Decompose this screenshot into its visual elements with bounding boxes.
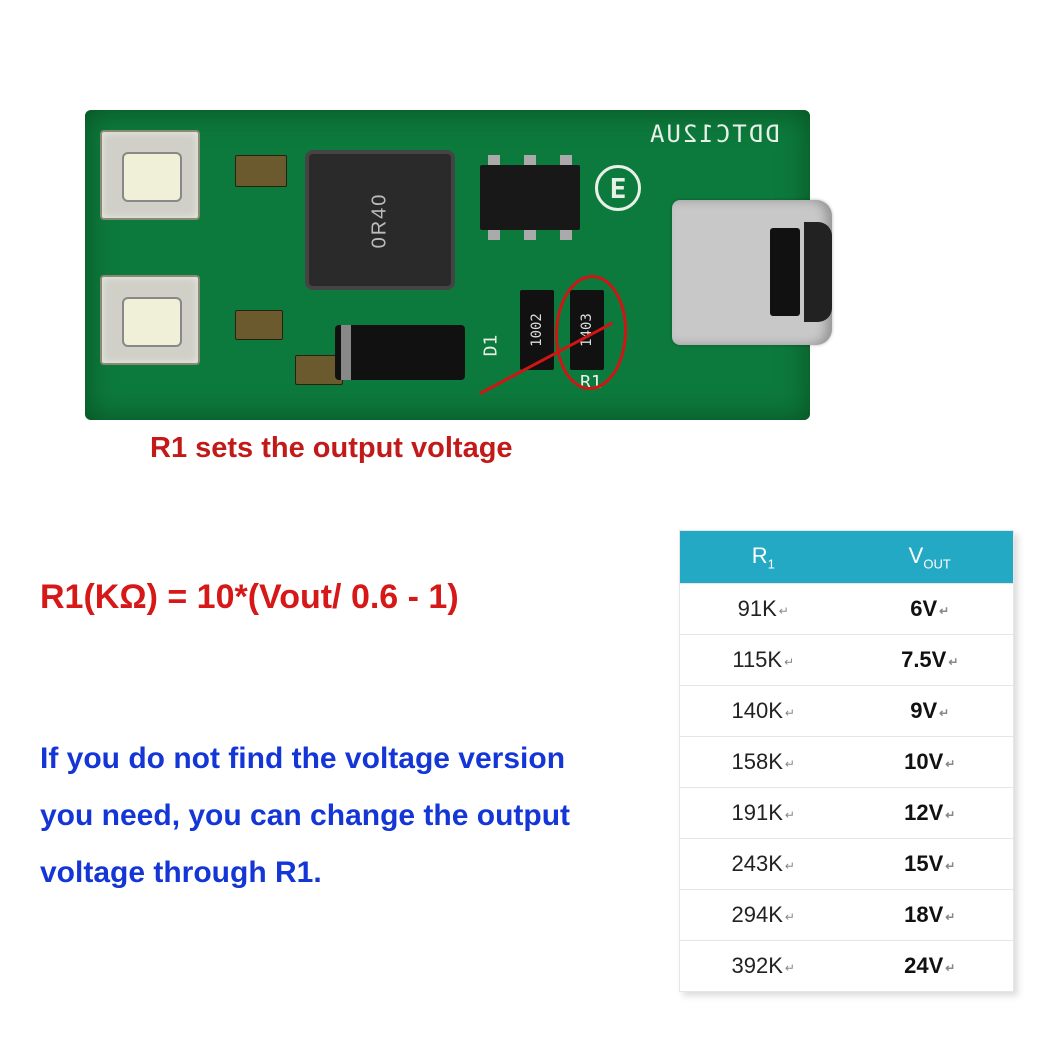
table-cell-r1: 115K↵ (680, 635, 847, 685)
table-row: 140K↵9V↵ (680, 685, 1013, 736)
table-cell-vout: 15V↵ (847, 839, 1014, 889)
table-row: 392K↵24V↵ (680, 940, 1013, 991)
table-header-row: R1 VOUT (680, 531, 1013, 583)
table-row: 158K↵10V↵ (680, 736, 1013, 787)
silkscreen-model: DDTC12UA (648, 120, 780, 148)
solder-pad-bottom (100, 275, 200, 365)
silkscreen-d1: D1 (480, 335, 501, 357)
usb-c-connector (672, 200, 832, 345)
table-cell-vout: 6V↵ (847, 584, 1014, 634)
silkscreen-e-mark: E (595, 165, 641, 211)
pcb-board: 0R40 1002 1403 DDTC12UA E D1 R1 (85, 110, 810, 420)
smd-cap (235, 155, 287, 187)
table-cell-vout: 12V↵ (847, 788, 1014, 838)
table-row: 191K↵12V↵ (680, 787, 1013, 838)
formula-text: R1(KΩ) = 10*(Vout/ 0.6 - 1) (40, 578, 459, 617)
annotation-caption: R1 sets the output voltage (150, 432, 513, 465)
table-header-r1: R1 (680, 531, 847, 583)
r1-vout-table: R1 VOUT 91K↵6V↵115K↵7.5V↵140K↵9V↵158K↵10… (679, 530, 1014, 992)
table-cell-vout: 7.5V↵ (847, 635, 1014, 685)
table-row: 115K↵7.5V↵ (680, 634, 1013, 685)
table-cell-r1: 294K↵ (680, 890, 847, 940)
table-cell-r1: 243K↵ (680, 839, 847, 889)
diode (335, 325, 465, 380)
solder-pad-top (100, 130, 200, 220)
smd-cap (235, 310, 283, 340)
table-cell-vout: 9V↵ (847, 686, 1014, 736)
explanatory-note: If you do not find the voltage version y… (40, 730, 595, 901)
table-cell-vout: 10V↵ (847, 737, 1014, 787)
table-row: 294K↵18V↵ (680, 889, 1013, 940)
table-row: 91K↵6V↵ (680, 583, 1013, 634)
table-header-vout: VOUT (847, 531, 1014, 583)
boost-ic (480, 165, 580, 230)
table-cell-vout: 18V↵ (847, 890, 1014, 940)
inductor-marking: 0R40 (369, 192, 392, 248)
table-cell-vout: 24V↵ (847, 941, 1014, 991)
power-inductor: 0R40 (305, 150, 455, 290)
table-cell-r1: 191K↵ (680, 788, 847, 838)
table-row: 243K↵15V↵ (680, 838, 1013, 889)
table-cell-r1: 158K↵ (680, 737, 847, 787)
table-cell-r1: 91K↵ (680, 584, 847, 634)
table-cell-r1: 140K↵ (680, 686, 847, 736)
table-cell-r1: 392K↵ (680, 941, 847, 991)
